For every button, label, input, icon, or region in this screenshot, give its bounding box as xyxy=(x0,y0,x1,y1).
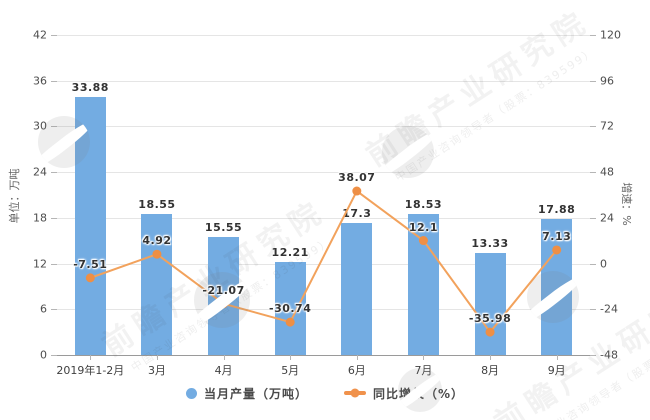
bar[interactable] xyxy=(274,261,306,355)
x-axis-tick xyxy=(423,355,425,360)
right-axis-tick-label: -24 xyxy=(600,302,618,316)
bar-value-label: 15.55 xyxy=(204,220,243,234)
left-axis-tick-label: 0 xyxy=(40,348,47,362)
growth-point-marker[interactable] xyxy=(152,249,162,259)
legend-item-growth[interactable]: 同比增长（%） xyxy=(343,385,465,402)
right-axis-tick xyxy=(590,172,596,174)
line-series-legend-icon xyxy=(343,388,366,398)
growth-point-marker[interactable] xyxy=(552,245,562,255)
bar-value-label: 33.88 xyxy=(71,80,109,94)
right-axis-tick xyxy=(590,355,596,356)
left-axis-tick-label: 6 xyxy=(40,302,47,316)
right-axis-tick-label: 96 xyxy=(600,74,614,88)
x-axis-tick xyxy=(290,355,292,360)
line-value-label: 7.13 xyxy=(542,229,572,243)
x-axis-tick xyxy=(490,355,492,360)
gridline xyxy=(57,309,590,311)
left-axis-tick xyxy=(51,172,57,174)
x-axis-label: 4月 xyxy=(214,364,233,377)
line-value-label: 38.07 xyxy=(338,171,376,185)
line-value-label: -7.51 xyxy=(73,257,108,271)
x-axis-tick xyxy=(156,355,158,360)
x-axis-label: 9月 xyxy=(547,364,566,377)
right-axis-tick xyxy=(590,126,596,128)
legend-label: 同比增长（%） xyxy=(372,386,465,401)
bar-value-label: 18.55 xyxy=(138,197,176,211)
bar-value-label: 12.21 xyxy=(271,245,309,259)
line-series-legend-dot-icon xyxy=(350,388,360,398)
left-axis-tick-label: 12 xyxy=(33,257,47,271)
growth-point-marker[interactable] xyxy=(285,317,295,327)
bar-value-label: 13.33 xyxy=(471,237,509,251)
right-axis-tick xyxy=(590,263,596,265)
line-value-label: -35.98 xyxy=(468,312,512,326)
legend-item-production[interactable]: 当月产量（万吨） xyxy=(185,385,308,402)
right-axis-tick-label: 48 xyxy=(600,165,614,179)
bar[interactable] xyxy=(474,253,506,355)
line-value-label: 4.92 xyxy=(142,234,172,248)
x-axis-line xyxy=(57,355,590,356)
x-axis-label: 3月 xyxy=(147,364,166,377)
gridline xyxy=(57,35,590,36)
x-axis-label: 6月 xyxy=(347,364,366,377)
bar-series-legend-icon xyxy=(185,387,197,399)
x-axis-tick xyxy=(223,355,225,360)
bar[interactable] xyxy=(341,223,373,355)
growth-point-marker[interactable] xyxy=(85,273,95,283)
right-axis-tick xyxy=(590,217,596,219)
left-axis-tick-label: 42 xyxy=(33,28,47,42)
growth-point-marker[interactable] xyxy=(418,236,428,246)
legend: 当月产量（万吨） 同比增长（%） xyxy=(0,382,650,404)
bar[interactable] xyxy=(141,213,173,355)
right-axis-tick-label: 0 xyxy=(600,257,607,271)
left-axis-tick-label: 30 xyxy=(33,119,47,133)
bar-value-label: 17.3 xyxy=(342,207,372,221)
x-axis-label: 2019年1-2月 xyxy=(56,364,125,377)
left-axis-tick-label: 24 xyxy=(33,165,47,179)
bar-value-label: 18.53 xyxy=(404,197,443,211)
line-value-label: -21.07 xyxy=(202,283,245,297)
x-axis-label: 5月 xyxy=(281,364,300,377)
growth-line xyxy=(89,189,558,334)
right-axis-tick-label: -48 xyxy=(600,348,618,362)
line-value-label: 12.1 xyxy=(408,220,439,234)
right-axis-tick-label: 24 xyxy=(600,211,614,225)
right-axis-tick xyxy=(590,309,596,311)
x-axis-label: 8月 xyxy=(481,364,500,377)
left-axis-title: 单位：万吨 xyxy=(8,168,21,224)
growth-point-marker[interactable] xyxy=(352,186,362,196)
legend-label: 当月产量（万吨） xyxy=(203,386,308,401)
right-axis-tick-label: 72 xyxy=(600,119,614,133)
left-axis-tick xyxy=(51,355,57,356)
left-axis-tick-label: 18 xyxy=(33,211,47,225)
growth-line-layer xyxy=(85,186,562,337)
left-axis-tick xyxy=(51,263,57,265)
left-axis-tick xyxy=(51,80,57,82)
gridline xyxy=(57,217,590,219)
x-axis-tick xyxy=(356,355,358,360)
left-axis-tick-label: 36 xyxy=(33,74,47,88)
growth-point-marker[interactable] xyxy=(219,299,229,309)
gridline xyxy=(57,263,590,265)
right-axis-tick xyxy=(590,80,596,82)
left-axis-tick xyxy=(51,309,57,311)
right-axis-title: 增速：% xyxy=(620,182,633,226)
gridline xyxy=(57,172,590,174)
x-axis-tick xyxy=(90,355,92,360)
left-axis-tick xyxy=(51,217,57,219)
x-axis-tick xyxy=(556,355,558,360)
line-value-label: -30.74 xyxy=(269,302,312,316)
bar-value-label: 17.88 xyxy=(538,202,576,216)
gridline xyxy=(57,126,590,128)
left-axis-tick xyxy=(51,35,57,36)
gridline xyxy=(57,80,590,82)
right-axis-tick xyxy=(590,35,596,36)
right-axis-tick-label: 120 xyxy=(600,28,621,42)
growth-point-marker[interactable] xyxy=(485,327,495,337)
